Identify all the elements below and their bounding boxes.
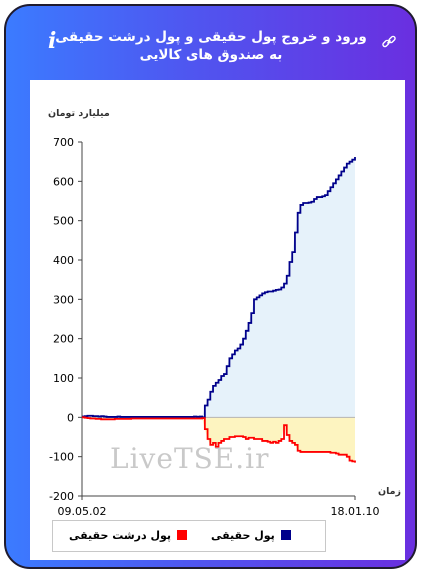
y-axis-label: میلیارد تومان <box>48 108 110 119</box>
info-icon[interactable]: i <box>48 28 57 54</box>
series-line-0 <box>82 156 356 419</box>
legend-swatch <box>280 530 291 540</box>
chart-panel: میلیارد تومان -200 -100 0 100 200 300 400 500 60… <box>30 80 405 560</box>
link-icon[interactable] <box>381 34 397 50</box>
y-tick-label: 300 <box>53 293 74 306</box>
y-tick-label: 100 <box>53 372 74 385</box>
legend-item-big-real-money[interactable]: پول درشت حقیقی <box>69 529 188 542</box>
line-chart: -200 -100 0 100 200 300 400 500 600 700 09.05.02 18… <box>49 136 380 518</box>
y-tick-label: 500 <box>53 215 74 228</box>
card-header: ورود و خروج پول حقیقی و پول درشت حقیقی ب… <box>6 6 415 80</box>
legend-swatch <box>177 530 188 540</box>
y-tick-label: 600 <box>53 175 74 188</box>
chart-card: ورود و خروج پول حقیقی و پول درشت حقیقی ب… <box>4 4 417 569</box>
y-tick-label: -100 <box>49 451 74 464</box>
y-tick-label: 0 <box>67 411 74 424</box>
positive-area-fill <box>82 156 355 418</box>
x-tick-label: 18.01.10 <box>331 505 380 518</box>
y-tick-label: 200 <box>53 333 74 346</box>
legend-item-real-money[interactable]: پول حقیقی <box>211 529 291 542</box>
legend-label: پول حقیقی <box>211 529 275 542</box>
x-tick-label: 09.05.02 <box>58 505 107 518</box>
watermark: LiveTSE.ir <box>110 442 270 475</box>
legend-label: پول درشت حقیقی <box>69 529 172 542</box>
x-axis-label: زمان <box>378 486 402 497</box>
y-tick-label: -200 <box>49 490 74 503</box>
y-tick-label: 400 <box>53 254 74 267</box>
chart-legend: پول حقیقی پول درشت حقیقی <box>52 520 326 552</box>
series-line-1 <box>82 416 356 463</box>
chart-title: ورود و خروج پول حقیقی و پول درشت حقیقی ب… <box>55 29 367 63</box>
y-tick-label: 700 <box>53 136 74 149</box>
